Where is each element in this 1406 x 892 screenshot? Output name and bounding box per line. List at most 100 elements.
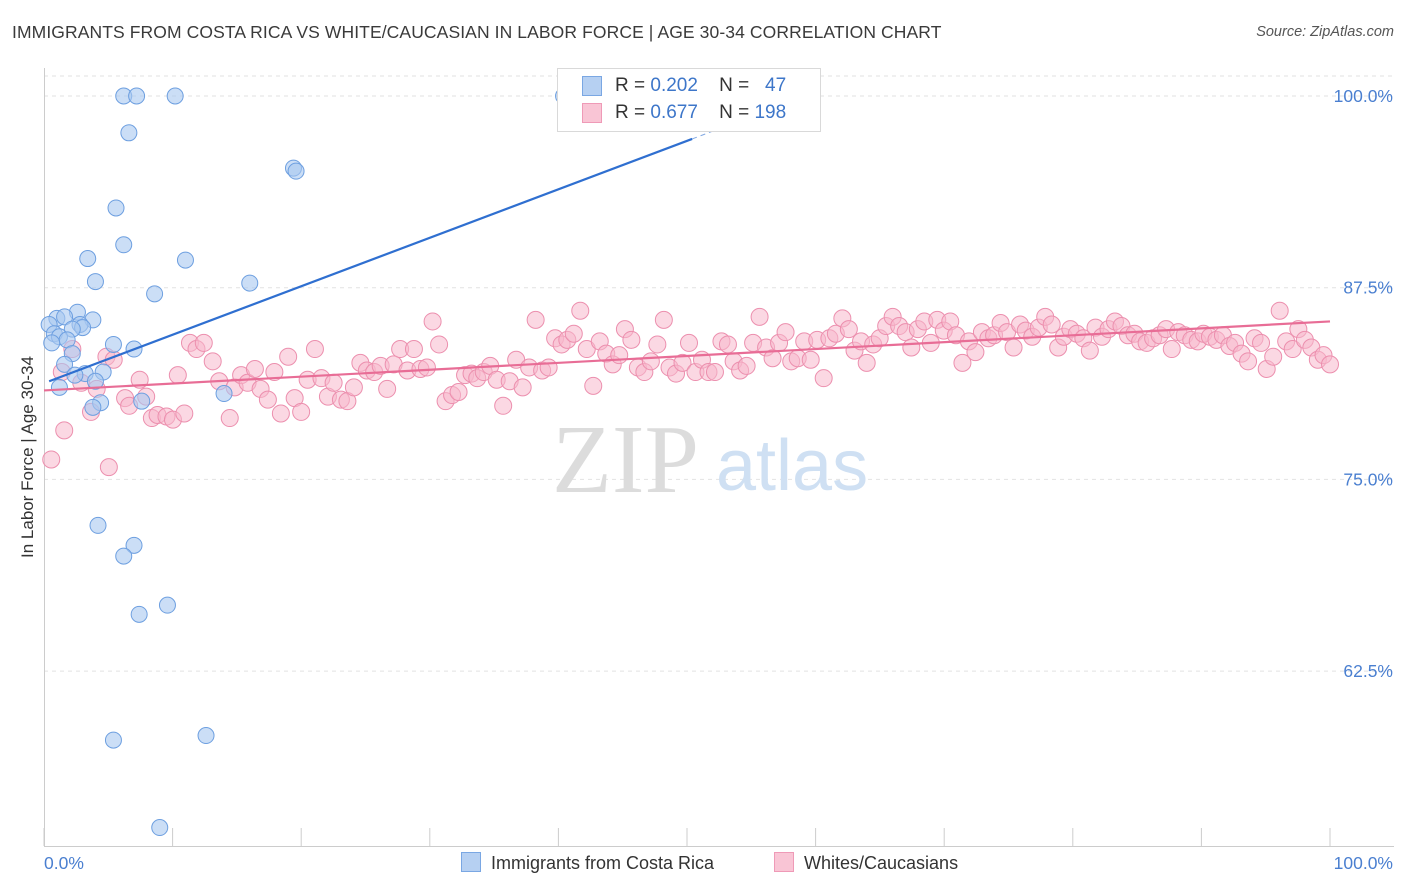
x-tick-label-max: 100.0% [1334, 853, 1393, 873]
white-caucasian-point [1264, 347, 1283, 366]
white-caucasian-point [292, 402, 311, 421]
watermark-atlas: atlas [716, 426, 868, 506]
costa-rica-point [50, 378, 68, 396]
costa-rica-point [120, 124, 138, 142]
white-caucasian-point [564, 324, 583, 343]
white-caucasian-point [1042, 315, 1061, 334]
white-caucasian-point [526, 310, 545, 329]
white-caucasian-point [1162, 340, 1181, 359]
white-caucasian-point [953, 353, 972, 372]
white-caucasian-point [571, 301, 590, 320]
white-caucasian-point [378, 379, 397, 398]
white-caucasian-point [648, 335, 667, 354]
costa-rica-point [158, 596, 176, 614]
legend-n-value-pink: 198 [754, 102, 787, 123]
white-caucasian-point [42, 450, 61, 469]
costa-rica-point [241, 274, 259, 292]
white-caucasian-point [737, 356, 756, 375]
white-caucasian-point [539, 358, 558, 377]
costa-rica-point [79, 250, 97, 268]
white-caucasian-point [584, 376, 603, 395]
white-caucasian-point [750, 307, 769, 326]
legend-r-value-pink: 0.677 [650, 102, 698, 123]
y-tick-label: 87.5% [1343, 278, 1393, 298]
white-caucasian-point [220, 409, 239, 428]
costa-rica-points [40, 87, 573, 837]
white-caucasian-point [801, 350, 820, 369]
white-caucasian-point [175, 404, 194, 423]
bottom-legend-swatch-blue [461, 852, 481, 872]
white-caucasian-point [305, 340, 324, 359]
white-caucasian-point [654, 310, 673, 329]
costa-rica-point [86, 372, 104, 390]
costa-rica-point [125, 536, 143, 554]
white-caucasian-point [1239, 352, 1258, 371]
white-caucasian-point [839, 320, 858, 339]
costa-rica-point [130, 605, 148, 623]
white-caucasian-point [513, 378, 532, 397]
costa-rica-point [84, 398, 102, 416]
source-label: Source: ZipAtlas.com [1256, 24, 1394, 40]
bottom-legend-costa-rica: Immigrants from Costa Rica [461, 852, 714, 874]
chart-title: IMMIGRANTS FROM COSTA RICA VS WHITE/CAUC… [12, 22, 942, 42]
legend-swatch-blue [582, 76, 602, 96]
white-caucasian-point [494, 396, 513, 415]
costa-rica-point [151, 819, 169, 837]
white-caucasian-point [622, 330, 641, 349]
white-caucasian-point [1270, 301, 1289, 320]
y-tick-label: 75.0% [1343, 469, 1393, 489]
x-ticks [43, 828, 1331, 846]
legend-swatch-pink [582, 103, 602, 123]
white-caucasian-point [1004, 338, 1023, 357]
white-caucasian-point [641, 352, 660, 371]
white-caucasian-point [857, 353, 876, 372]
white-caucasian-point [1080, 341, 1099, 360]
bottom-legend-label-blue: Immigrants from Costa Rica [491, 853, 715, 873]
legend-text-blue: R = 0.202 N = 47 [615, 75, 786, 97]
white-caucasian-point [966, 343, 985, 362]
white-caucasian-point [423, 312, 442, 331]
white-caucasian-point [763, 349, 782, 368]
x-tick-label-min: 0.0% [44, 853, 84, 873]
costa-rica-point [115, 547, 133, 565]
costa-rica-point [176, 251, 194, 269]
white-caucasian-point [430, 335, 449, 354]
white-caucasian-point [265, 363, 284, 382]
costa-rica-point [107, 199, 125, 217]
white-caucasian-point [814, 369, 833, 388]
costa-rica-point [166, 87, 184, 105]
legend-r-label: R = [615, 75, 646, 96]
y-axis-label: In Labor Force | Age 30-34 [18, 356, 37, 558]
bottom-legend-label-pink: Whites/Caucasians [804, 853, 959, 873]
legend-n-value-blue: 47 [765, 75, 787, 96]
bottom-legend-swatch-pink [774, 852, 794, 872]
white-caucasian-point [168, 366, 187, 385]
white-caucasian-point [271, 404, 290, 423]
white-caucasian-point [404, 340, 423, 359]
white-caucasian-point [705, 363, 724, 382]
bottom-legend-white: Whites/Caucasians [774, 852, 958, 874]
white-caucasian-point [55, 421, 74, 440]
white-caucasian-point [130, 370, 149, 389]
costa-rica-point [56, 308, 74, 326]
white-caucasian-point [344, 378, 363, 397]
legend-n-label: N = [719, 75, 750, 96]
watermark: ZIP atlas [552, 406, 868, 514]
costa-rica-point [115, 236, 133, 254]
legend-box: R = 0.202 N = 47 R = 0.677 N = 198 [557, 68, 821, 132]
costa-rica-point [215, 385, 233, 403]
costa-rica-point [43, 334, 61, 352]
costa-rica-point [86, 273, 104, 291]
white-caucasian-point [1252, 333, 1271, 352]
white-caucasian-point [776, 323, 795, 342]
y-tick-labels: 100.0% 87.5% 75.0% 62.5% [1334, 86, 1393, 681]
white-caucasian-point [258, 390, 277, 409]
costa-rica-point [128, 87, 146, 105]
costa-rica-point [104, 731, 122, 749]
costa-rica-trend-line [48, 137, 693, 383]
white-caucasian-point [245, 359, 264, 378]
costa-rica-point [146, 285, 164, 303]
white-caucasian-point [680, 333, 698, 352]
legend-text-pink: R = 0.677 N = 198 [615, 102, 786, 124]
